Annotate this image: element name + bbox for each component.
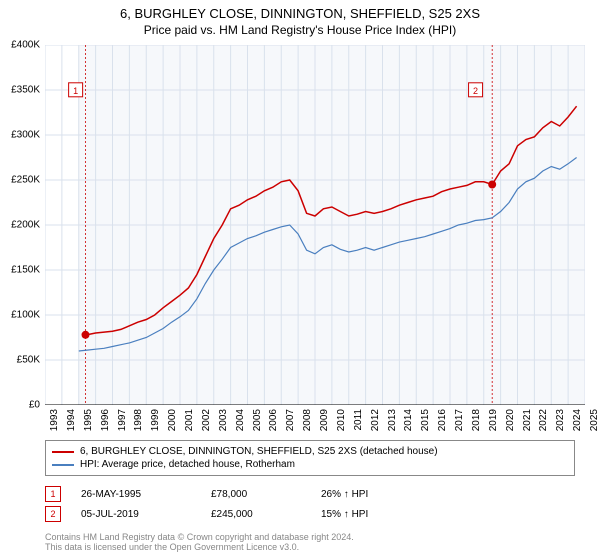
footnote: Contains HM Land Registry data © Crown c… <box>45 532 354 552</box>
transaction-delta: 26% ↑ HPI <box>321 489 368 500</box>
y-tick-label: £250K <box>0 175 40 186</box>
x-tick-label: 2006 <box>268 409 279 439</box>
x-tick-label: 1998 <box>133 409 144 439</box>
x-tick-label: 2023 <box>555 409 566 439</box>
x-tick-label: 2005 <box>252 409 263 439</box>
legend: 6, BURGHLEY CLOSE, DINNINGTON, SHEFFIELD… <box>45 440 575 476</box>
svg-text:2: 2 <box>473 86 478 96</box>
x-tick-label: 2020 <box>505 409 516 439</box>
x-tick-label: 1994 <box>66 409 77 439</box>
x-tick-label: 1993 <box>49 409 60 439</box>
chart-container: 6, BURGHLEY CLOSE, DINNINGTON, SHEFFIELD… <box>0 0 600 560</box>
x-tick-label: 2017 <box>454 409 465 439</box>
legend-item: HPI: Average price, detached house, Roth… <box>52 458 568 471</box>
x-tick-label: 2009 <box>319 409 330 439</box>
transaction-row: 2 05-JUL-2019 £245,000 15% ↑ HPI <box>45 506 575 522</box>
x-tick-label: 2000 <box>167 409 178 439</box>
transaction-price: £78,000 <box>211 489 301 500</box>
y-tick-label: £350K <box>0 85 40 96</box>
x-tick-label: 2004 <box>235 409 246 439</box>
x-tick-label: 2022 <box>538 409 549 439</box>
legend-swatch <box>52 451 74 453</box>
x-tick-label: 1999 <box>150 409 161 439</box>
footnote-line2: This data is licensed under the Open Gov… <box>45 542 299 552</box>
marker-number-box: 1 <box>45 486 61 502</box>
transaction-date: 05-JUL-2019 <box>81 509 191 520</box>
transaction-delta: 15% ↑ HPI <box>321 509 368 520</box>
x-tick-label: 1997 <box>117 409 128 439</box>
svg-text:1: 1 <box>73 86 78 96</box>
x-tick-label: 2025 <box>589 409 600 439</box>
marker-number-box: 2 <box>45 506 61 522</box>
chart-subtitle: Price paid vs. HM Land Registry's House … <box>0 21 600 41</box>
y-tick-label: £300K <box>0 130 40 141</box>
y-tick-label: £100K <box>0 310 40 321</box>
x-tick-label: 2014 <box>403 409 414 439</box>
y-tick-label: £200K <box>0 220 40 231</box>
x-tick-label: 2001 <box>184 409 195 439</box>
y-tick-label: £0 <box>0 400 40 411</box>
x-tick-label: 2003 <box>218 409 229 439</box>
footnote-line1: Contains HM Land Registry data © Crown c… <box>45 532 354 542</box>
legend-label: HPI: Average price, detached house, Roth… <box>80 459 295 470</box>
y-tick-label: £150K <box>0 265 40 276</box>
x-tick-label: 2019 <box>488 409 499 439</box>
legend-item: 6, BURGHLEY CLOSE, DINNINGTON, SHEFFIELD… <box>52 445 568 458</box>
x-tick-label: 2016 <box>437 409 448 439</box>
transaction-price: £245,000 <box>211 509 301 520</box>
x-tick-label: 2002 <box>201 409 212 439</box>
legend-swatch <box>52 464 74 466</box>
x-tick-label: 2011 <box>353 409 364 439</box>
transaction-row: 1 26-MAY-1995 £78,000 26% ↑ HPI <box>45 486 575 502</box>
x-tick-label: 2010 <box>336 409 347 439</box>
x-tick-label: 2013 <box>387 409 398 439</box>
x-tick-label: 2015 <box>420 409 431 439</box>
x-tick-label: 2008 <box>302 409 313 439</box>
legend-label: 6, BURGHLEY CLOSE, DINNINGTON, SHEFFIELD… <box>80 446 438 457</box>
x-tick-label: 1996 <box>100 409 111 439</box>
y-tick-label: £400K <box>0 40 40 51</box>
x-tick-label: 2007 <box>285 409 296 439</box>
x-tick-label: 1995 <box>83 409 94 439</box>
chart-area: 12 <box>45 45 585 405</box>
x-tick-label: 2012 <box>370 409 381 439</box>
x-tick-label: 2021 <box>522 409 533 439</box>
y-tick-label: £50K <box>0 355 40 366</box>
chart-title: 6, BURGHLEY CLOSE, DINNINGTON, SHEFFIELD… <box>0 0 600 21</box>
x-tick-label: 2024 <box>572 409 583 439</box>
transaction-date: 26-MAY-1995 <box>81 489 191 500</box>
x-tick-label: 2018 <box>471 409 482 439</box>
chart-svg: 12 <box>45 45 585 405</box>
